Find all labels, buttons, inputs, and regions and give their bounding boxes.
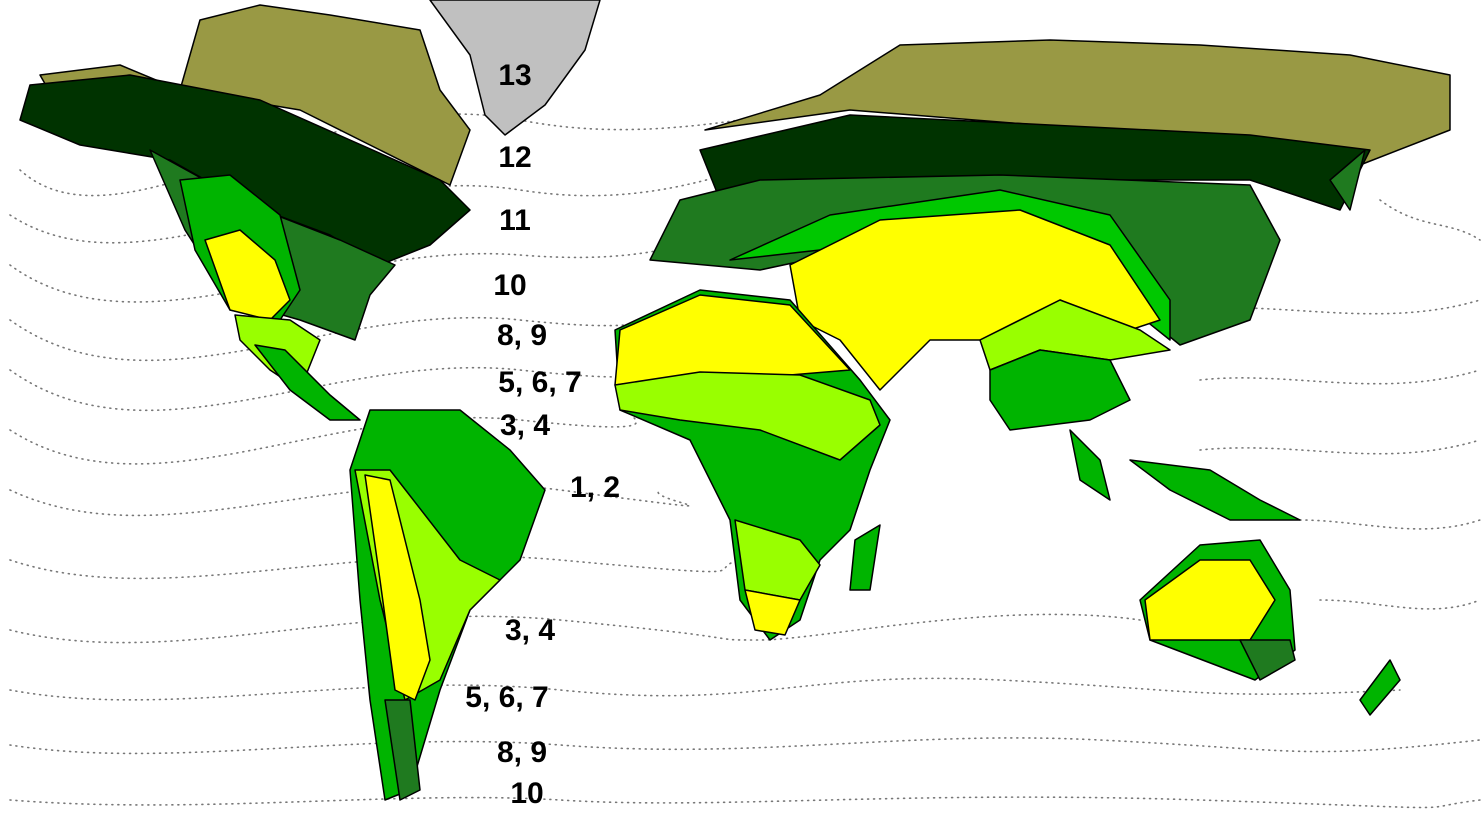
- zone-label: 5, 6, 7: [465, 681, 548, 714]
- zone-labels: 13 12 11 10 8, 9 5, 6, 7 3, 4 1, 2 3, 4 5, 6, 7 8,…: [465, 59, 620, 810]
- zone-label: 8, 9: [497, 736, 547, 769]
- zone-label: 3, 4: [500, 409, 550, 442]
- zone-label: 12: [498, 141, 531, 174]
- zone-label: 5, 6, 7: [498, 366, 581, 399]
- zone-label: 8, 9: [497, 319, 547, 352]
- zone-label: 1, 2: [570, 471, 620, 504]
- continents: [19, 0, 1451, 801]
- zone-label: 11: [499, 204, 531, 237]
- zone-label: 13: [498, 59, 531, 92]
- zone-label: 3, 4: [505, 614, 555, 647]
- zone-label: 10: [493, 269, 526, 302]
- zone-label: 10: [510, 777, 543, 810]
